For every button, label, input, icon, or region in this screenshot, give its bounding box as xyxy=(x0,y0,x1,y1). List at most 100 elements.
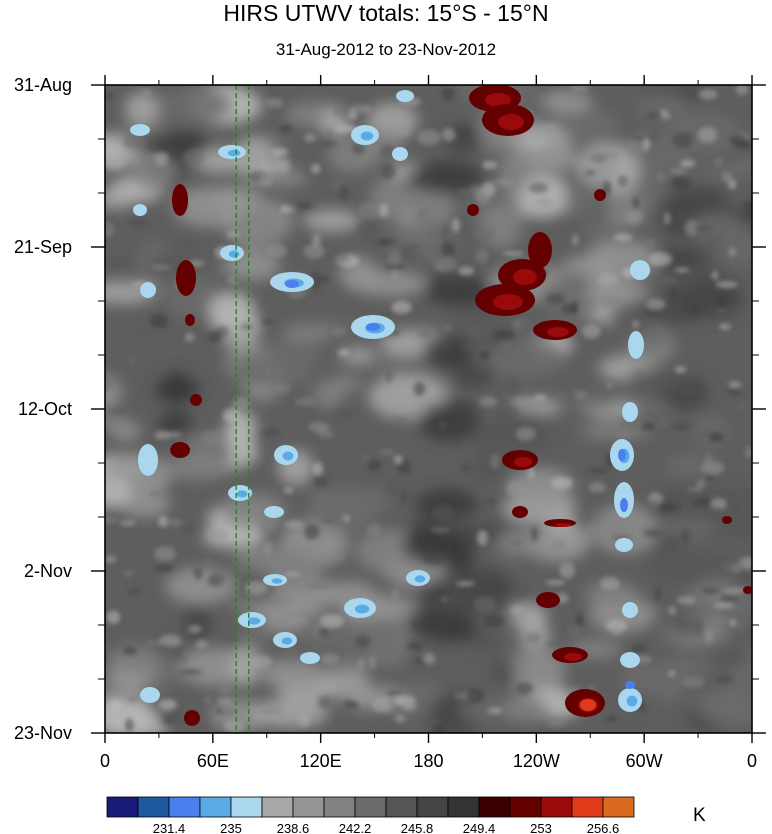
heatmap-cell xyxy=(413,381,426,396)
heatmap-cell xyxy=(424,248,441,265)
moist-patch-core xyxy=(626,695,638,707)
heatmap-cell xyxy=(654,325,665,341)
heatmap-cell xyxy=(617,175,629,187)
heatmap-cell xyxy=(475,188,492,205)
heatmap-cell xyxy=(681,528,690,544)
heatmap-cell xyxy=(155,88,233,123)
heatmap-cell xyxy=(184,332,195,343)
heatmap-cell xyxy=(386,483,403,496)
heatmap-cell xyxy=(303,243,325,259)
heatmap-cell xyxy=(270,91,278,101)
heatmap-cell xyxy=(391,300,412,314)
heatmap-cell xyxy=(109,699,122,712)
heatmap-cell xyxy=(458,266,475,276)
heatmap-cell xyxy=(483,614,505,628)
heatmap-cell xyxy=(658,503,678,512)
heatmap-cell xyxy=(417,208,427,220)
heatmap-cell xyxy=(545,293,566,305)
heatmap-cell xyxy=(221,705,240,715)
heatmap-cell xyxy=(349,104,373,114)
colorbar-swatch xyxy=(478,796,511,818)
colorbar-swatch xyxy=(354,796,387,818)
heatmap-cell xyxy=(496,406,519,421)
heatmap-cell xyxy=(671,423,692,430)
heatmap-cell xyxy=(326,487,394,510)
heatmap-cell xyxy=(473,630,502,655)
heatmap-cell xyxy=(559,562,576,579)
heatmap-cell xyxy=(105,413,131,432)
heatmap-cell xyxy=(325,554,345,562)
heatmap-cell xyxy=(498,153,529,197)
colorbar-swatch xyxy=(416,796,449,818)
heatmap-cell xyxy=(616,431,633,438)
heatmap-cell xyxy=(441,88,455,100)
heatmap-cell xyxy=(555,390,566,402)
heatmap-cell xyxy=(603,596,625,602)
heatmap-cell xyxy=(545,580,566,586)
heatmap-cell xyxy=(226,206,287,253)
heatmap-cell xyxy=(531,526,538,542)
heatmap-cell xyxy=(587,468,609,474)
x-tick-label: 60E xyxy=(197,751,229,771)
heatmap-cell xyxy=(229,645,260,687)
colorbar-swatch xyxy=(137,796,170,818)
moist-patch xyxy=(615,538,633,552)
moist-patch-peak xyxy=(366,323,380,331)
heatmap-cell xyxy=(465,578,509,598)
heatmap-cell xyxy=(179,669,203,676)
moist-patch xyxy=(620,652,640,668)
heatmap-cell xyxy=(456,188,477,195)
heatmap-cell xyxy=(182,521,196,536)
heatmap-cell xyxy=(271,147,289,157)
colorbar-swatch xyxy=(323,796,356,818)
heatmap-cell xyxy=(162,370,192,406)
heatmap-cell xyxy=(107,483,121,497)
colorbar-label: 238.6 xyxy=(277,821,310,834)
heatmap-cell xyxy=(432,505,454,522)
heatmap-cell xyxy=(105,669,149,688)
heatmap-cell xyxy=(721,171,732,183)
heatmap-cell xyxy=(564,175,598,218)
heatmap-cell xyxy=(304,133,316,142)
axis-ticks: 0 60E 120E 180 120W 60W 0 31-Aug 21-Sep 12-Oct 2-N… xyxy=(14,75,766,771)
heatmap-cell xyxy=(154,152,169,167)
heatmap-cell xyxy=(681,676,706,689)
heatmap-cell xyxy=(670,287,677,303)
heatmap-cell xyxy=(713,603,735,608)
heatmap-cell xyxy=(421,273,492,306)
heatmap-cell xyxy=(632,196,640,210)
heatmap-cell xyxy=(710,648,751,668)
heatmap-cell xyxy=(217,698,233,704)
colorbar: 231.4 235 238.6 242.2 245.8 249.4 253 256.6 xyxy=(106,796,635,834)
heatmap-cell xyxy=(173,240,196,246)
heatmap-cell xyxy=(227,276,238,285)
heatmap-cell xyxy=(648,498,660,512)
dry-patch xyxy=(172,184,188,216)
heatmap-cell xyxy=(571,233,579,247)
heatmap-cell xyxy=(665,486,728,504)
heatmap-cell xyxy=(151,264,172,270)
heatmap-cell xyxy=(166,431,182,438)
heatmap-cell xyxy=(154,430,171,440)
heatmap-cell xyxy=(417,326,433,340)
heatmap-cell xyxy=(733,619,747,633)
colorbar-swatch xyxy=(447,796,480,818)
heatmap-cell xyxy=(434,264,447,270)
heatmap-cell xyxy=(588,515,642,539)
heatmap-cell xyxy=(475,248,489,264)
heatmap-cell xyxy=(477,529,488,546)
dry-patch xyxy=(528,232,552,268)
heatmap-cell xyxy=(586,279,635,307)
heatmap-cell xyxy=(627,367,691,392)
heatmap-cell xyxy=(505,379,520,394)
moist-patch-core xyxy=(414,575,426,583)
heatmap-cell xyxy=(368,373,447,420)
heatmap-cell xyxy=(687,261,724,280)
heatmap-cell xyxy=(697,126,719,143)
heatmap-cell xyxy=(600,615,608,620)
heatmap-cell xyxy=(570,85,590,92)
heatmap-cell xyxy=(589,153,607,164)
colorbar-label: 231.4 xyxy=(153,821,186,834)
heatmap-cell xyxy=(618,420,639,429)
dry-patch xyxy=(184,710,200,726)
